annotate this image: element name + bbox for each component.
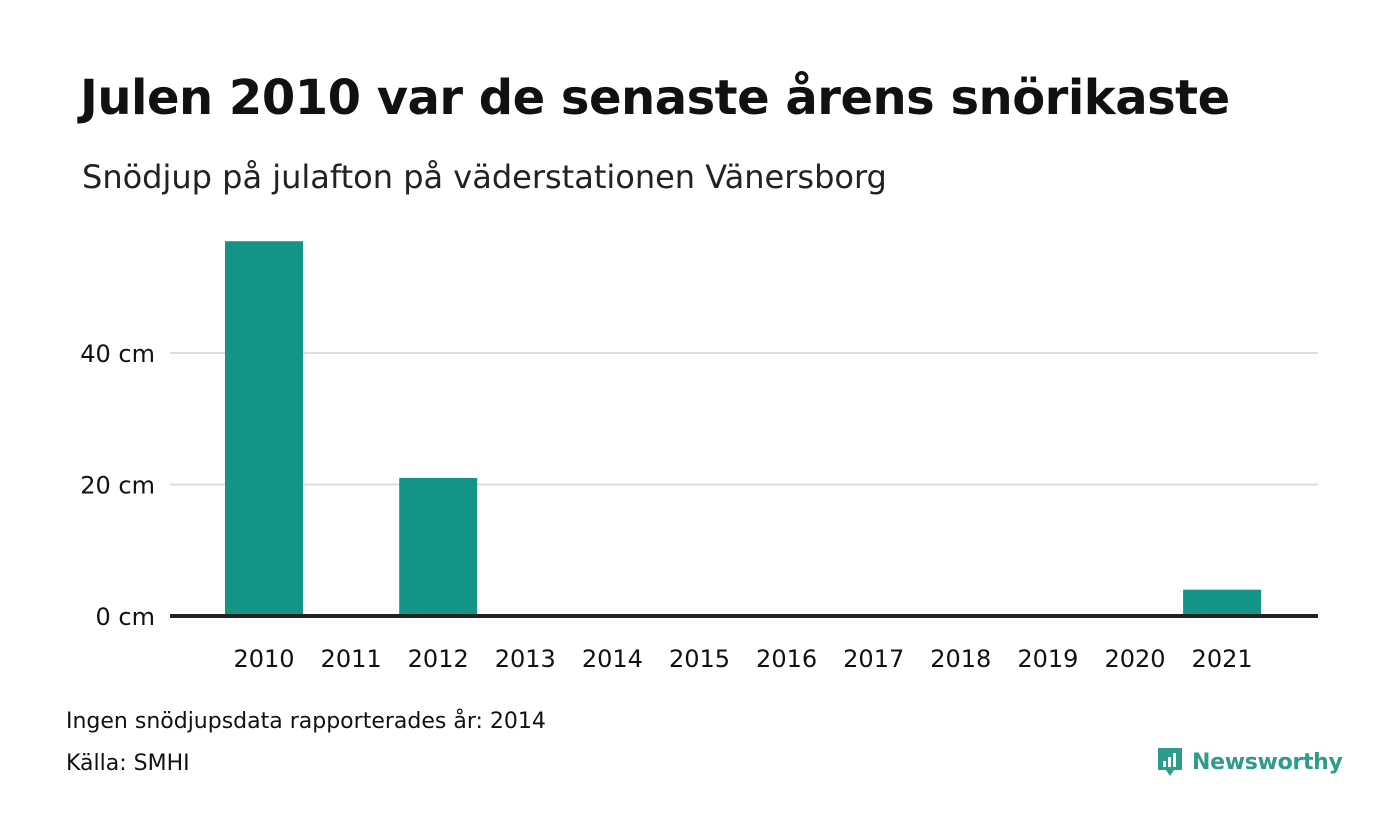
bar-chart: 0 cm 20 cm 40 cm 2010 2011 2012 2013 2014 2015 20… (80, 241, 1318, 673)
chart-title: Julen 2010 var de senaste årens snörikas… (80, 70, 1230, 126)
x-tick-label: 2017 (843, 645, 904, 673)
x-tick-label: 2011 (321, 645, 382, 673)
x-tick-label: 2016 (756, 645, 817, 673)
x-tick-label: 2015 (669, 645, 730, 673)
x-tick-label: 2013 (495, 645, 556, 673)
bar (1183, 589, 1262, 616)
bar (399, 477, 478, 616)
x-tick-label: 2012 (408, 645, 469, 673)
bar (225, 241, 303, 616)
x-tick-label: 2020 (1104, 645, 1165, 673)
y-tick-label: 0 cm (96, 603, 155, 631)
y-tick-label: 20 cm (80, 472, 155, 500)
brand-logo: Newsworthy (1156, 746, 1343, 778)
x-tick-label: 2021 (1192, 645, 1253, 673)
x-tick-label: 2010 (233, 645, 294, 673)
x-tick-label: 2018 (930, 645, 991, 673)
source-note: Källa: SMHI (66, 751, 190, 776)
newsworthy-logo-icon (1158, 748, 1182, 776)
x-tick-label: 2019 (1017, 645, 1078, 673)
y-tick-label: 40 cm (80, 340, 155, 368)
chart-subtitle: Snödjup på julafton på väderstationen Vä… (82, 158, 887, 196)
footnote-missing-data: Ingen snödjupsdata rapporterades år: 201… (66, 709, 546, 734)
brand-name: Newsworthy (1192, 749, 1343, 775)
x-tick-label: 2014 (582, 645, 643, 673)
